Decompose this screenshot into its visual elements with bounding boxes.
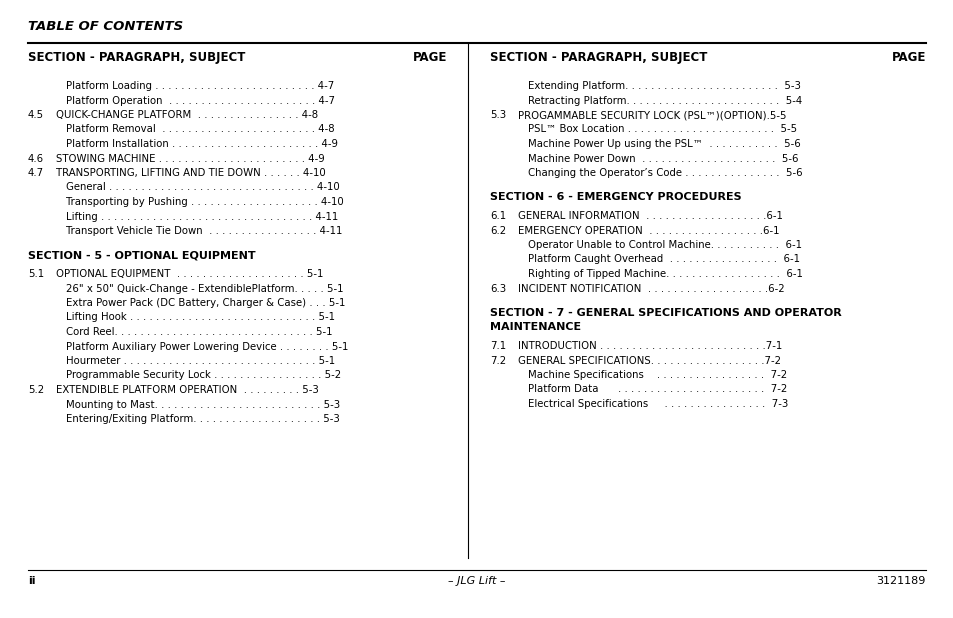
Text: General . . . . . . . . . . . . . . . . . . . . . . . . . . . . . . . . 4-10: General . . . . . . . . . . . . . . . . … — [66, 182, 339, 192]
Text: Programmable Security Lock . . . . . . . . . . . . . . . . . 5-2: Programmable Security Lock . . . . . . .… — [66, 371, 341, 381]
Text: TRANSPORTING, LIFTING AND TIE DOWN . . . . . . 4-10: TRANSPORTING, LIFTING AND TIE DOWN . . .… — [56, 168, 325, 178]
Text: 6.3: 6.3 — [490, 284, 506, 294]
Text: 4.5: 4.5 — [28, 110, 44, 120]
Text: Platform Operation  . . . . . . . . . . . . . . . . . . . . . . . 4-7: Platform Operation . . . . . . . . . . .… — [66, 96, 335, 106]
Text: GENERAL SPECIFICATIONS. . . . . . . . . . . . . . . . . .7-2: GENERAL SPECIFICATIONS. . . . . . . . . … — [517, 355, 781, 365]
Text: Mounting to Mast. . . . . . . . . . . . . . . . . . . . . . . . . . 5-3: Mounting to Mast. . . . . . . . . . . . … — [66, 399, 340, 410]
Text: 5.2: 5.2 — [28, 385, 44, 395]
Text: Platform Caught Overhead  . . . . . . . . . . . . . . . . .  6-1: Platform Caught Overhead . . . . . . . .… — [527, 255, 800, 265]
Text: PROGAMMABLE SECURITY LOCK (PSL™)(OPTION).5-5: PROGAMMABLE SECURITY LOCK (PSL™)(OPTION)… — [517, 110, 785, 120]
Text: ii: ii — [28, 576, 35, 586]
Text: 5.3: 5.3 — [490, 110, 506, 120]
Text: SECTION - 7 - GENERAL SPECIFICATIONS AND OPERATOR: SECTION - 7 - GENERAL SPECIFICATIONS AND… — [490, 308, 841, 318]
Text: PAGE: PAGE — [413, 51, 447, 64]
Text: SECTION - 6 - EMERGENCY PROCEDURES: SECTION - 6 - EMERGENCY PROCEDURES — [490, 192, 740, 203]
Text: OPTIONAL EQUIPMENT  . . . . . . . . . . . . . . . . . . . . 5-1: OPTIONAL EQUIPMENT . . . . . . . . . . .… — [56, 269, 323, 279]
Text: Platform Installation . . . . . . . . . . . . . . . . . . . . . . . 4-9: Platform Installation . . . . . . . . . … — [66, 139, 337, 149]
Text: Platform Removal  . . . . . . . . . . . . . . . . . . . . . . . . 4-8: Platform Removal . . . . . . . . . . . .… — [66, 124, 335, 135]
Text: EMERGENCY OPERATION  . . . . . . . . . . . . . . . . . .6-1: EMERGENCY OPERATION . . . . . . . . . . … — [517, 226, 779, 235]
Text: Platform Data      . . . . . . . . . . . . . . . . . . . . . . .  7-2: Platform Data . . . . . . . . . . . . . … — [527, 384, 786, 394]
Text: Machine Power Up using the PSL™  . . . . . . . . . . .  5-6: Machine Power Up using the PSL™ . . . . … — [527, 139, 800, 149]
Text: 3121189: 3121189 — [876, 576, 925, 586]
Text: SECTION - PARAGRAPH, SUBJECT: SECTION - PARAGRAPH, SUBJECT — [490, 51, 706, 64]
Text: Righting of Tipped Machine. . . . . . . . . . . . . . . . . .  6-1: Righting of Tipped Machine. . . . . . . … — [527, 269, 802, 279]
Text: 7.1: 7.1 — [490, 341, 506, 351]
Text: 4.7: 4.7 — [28, 168, 44, 178]
Text: Transport Vehicle Tie Down  . . . . . . . . . . . . . . . . . 4-11: Transport Vehicle Tie Down . . . . . . .… — [66, 226, 342, 236]
Text: 6.2: 6.2 — [490, 226, 506, 235]
Text: Machine Power Down  . . . . . . . . . . . . . . . . . . . . .  5-6: Machine Power Down . . . . . . . . . . .… — [527, 153, 798, 164]
Text: 26" x 50" Quick-Change - ExtendiblePlatform. . . . . 5-1: 26" x 50" Quick-Change - ExtendiblePlatf… — [66, 284, 343, 294]
Text: SECTION - PARAGRAPH, SUBJECT: SECTION - PARAGRAPH, SUBJECT — [28, 51, 245, 64]
Text: 4.6: 4.6 — [28, 153, 44, 164]
Text: Operator Unable to Control Machine. . . . . . . . . . .  6-1: Operator Unable to Control Machine. . . … — [527, 240, 801, 250]
Text: Extending Platform. . . . . . . . . . . . . . . . . . . . . . . .  5-3: Extending Platform. . . . . . . . . . . … — [527, 81, 800, 91]
Text: Entering/Exiting Platform. . . . . . . . . . . . . . . . . . . . 5-3: Entering/Exiting Platform. . . . . . . .… — [66, 414, 339, 424]
Text: GENERAL INFORMATION  . . . . . . . . . . . . . . . . . . .6-1: GENERAL INFORMATION . . . . . . . . . . … — [517, 211, 782, 221]
Text: PSL™ Box Location . . . . . . . . . . . . . . . . . . . . . . .  5-5: PSL™ Box Location . . . . . . . . . . . … — [527, 124, 797, 135]
Text: – JLG Lift –: – JLG Lift – — [448, 576, 505, 586]
Text: EXTENDIBLE PLATFORM OPERATION  . . . . . . . . . 5-3: EXTENDIBLE PLATFORM OPERATION . . . . . … — [56, 385, 318, 395]
Text: 5.1: 5.1 — [28, 269, 44, 279]
Text: TABLE OF CONTENTS: TABLE OF CONTENTS — [28, 20, 183, 33]
Text: Changing the Operator’s Code . . . . . . . . . . . . . . .  5-6: Changing the Operator’s Code . . . . . .… — [527, 168, 801, 178]
Text: Lifting Hook . . . . . . . . . . . . . . . . . . . . . . . . . . . . . 5-1: Lifting Hook . . . . . . . . . . . . . .… — [66, 313, 335, 323]
Text: 6.1: 6.1 — [490, 211, 506, 221]
Text: Cord Reel. . . . . . . . . . . . . . . . . . . . . . . . . . . . . . . 5-1: Cord Reel. . . . . . . . . . . . . . . .… — [66, 327, 333, 337]
Text: SECTION - 5 - OPTIONAL EQUIPMENT: SECTION - 5 - OPTIONAL EQUIPMENT — [28, 250, 255, 261]
Text: PAGE: PAGE — [891, 51, 925, 64]
Text: MAINTENANCE: MAINTENANCE — [490, 323, 580, 332]
Text: Extra Power Pack (DC Battery, Charger & Case) . . . 5-1: Extra Power Pack (DC Battery, Charger & … — [66, 298, 345, 308]
Text: Hourmeter . . . . . . . . . . . . . . . . . . . . . . . . . . . . . . 5-1: Hourmeter . . . . . . . . . . . . . . . … — [66, 356, 335, 366]
Text: Platform Loading . . . . . . . . . . . . . . . . . . . . . . . . . 4-7: Platform Loading . . . . . . . . . . . .… — [66, 81, 334, 91]
Text: INTRODUCTION . . . . . . . . . . . . . . . . . . . . . . . . . .7-1: INTRODUCTION . . . . . . . . . . . . . .… — [517, 341, 781, 351]
Text: Machine Specifications    . . . . . . . . . . . . . . . . .  7-2: Machine Specifications . . . . . . . . .… — [527, 370, 786, 380]
Text: Platform Auxiliary Power Lowering Device . . . . . . . . 5-1: Platform Auxiliary Power Lowering Device… — [66, 342, 348, 352]
Text: Lifting . . . . . . . . . . . . . . . . . . . . . . . . . . . . . . . . . 4-11: Lifting . . . . . . . . . . . . . . . . … — [66, 211, 338, 221]
Text: Retracting Platform. . . . . . . . . . . . . . . . . . . . . . . .  5-4: Retracting Platform. . . . . . . . . . .… — [527, 96, 801, 106]
Text: 7.2: 7.2 — [490, 355, 506, 365]
Text: Transporting by Pushing . . . . . . . . . . . . . . . . . . . . 4-10: Transporting by Pushing . . . . . . . . … — [66, 197, 343, 207]
Text: QUICK-CHANGE PLATFORM  . . . . . . . . . . . . . . . . 4-8: QUICK-CHANGE PLATFORM . . . . . . . . . … — [56, 110, 317, 120]
Text: Electrical Specifications     . . . . . . . . . . . . . . . .  7-3: Electrical Specifications . . . . . . . … — [527, 399, 787, 409]
Text: STOWING MACHINE . . . . . . . . . . . . . . . . . . . . . . . 4-9: STOWING MACHINE . . . . . . . . . . . . … — [56, 153, 324, 164]
Text: INCIDENT NOTIFICATION  . . . . . . . . . . . . . . . . . . .6-2: INCIDENT NOTIFICATION . . . . . . . . . … — [517, 284, 783, 294]
